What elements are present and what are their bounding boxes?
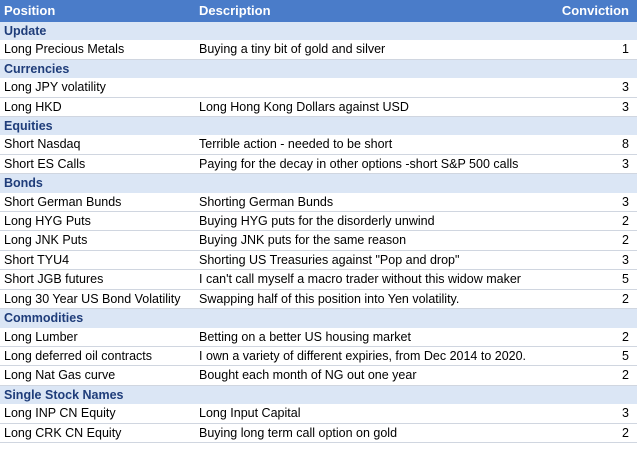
section-spacer[interactable] [550, 116, 637, 136]
description-cell[interactable]: Buying HYG puts for the disorderly unwin… [195, 211, 550, 232]
table-row: Long INP CN Equity Long Input Capital 3 [0, 404, 637, 424]
description-header[interactable]: Description [195, 0, 550, 22]
section-row: Update [0, 22, 637, 41]
description-cell[interactable]: Shorting US Treasuries against "Pop and … [195, 250, 550, 271]
section-spacer[interactable] [195, 173, 550, 193]
section-row: Bonds [0, 173, 637, 193]
conviction-cell[interactable]: 3 [550, 404, 637, 424]
conviction-cell[interactable]: 1 [550, 40, 637, 60]
section-row: Equities [0, 116, 637, 136]
table-row: Long 30 Year US Bond Volatility Swapping … [0, 289, 637, 310]
table-row: Short ES Calls Paying for the decay in ot… [0, 154, 637, 175]
section-spacer[interactable] [195, 308, 550, 328]
table-row: Short TYU4 Shorting US Treasuries against… [0, 250, 637, 271]
section-spacer[interactable] [195, 385, 550, 405]
position-header[interactable]: Position [0, 0, 195, 22]
table-row: Long HKD Long Hong Kong Dollars against U… [0, 97, 637, 118]
section-spacer[interactable] [550, 308, 637, 328]
conviction-cell[interactable]: 2 [550, 230, 637, 251]
conviction-cell[interactable]: 5 [550, 269, 637, 290]
table-row: Long JPY volatility 3 [0, 78, 637, 98]
description-cell[interactable]: Buying long term call option on gold [195, 423, 550, 443]
table-row: Long Lumber Betting on a better US housin… [0, 327, 637, 347]
conviction-cell[interactable]: 3 [550, 78, 637, 98]
conviction-cell[interactable]: 3 [550, 97, 637, 118]
table-row: Short JGB futures I can't call myself a m… [0, 269, 637, 290]
conviction-cell[interactable]: 2 [550, 423, 637, 443]
position-cell[interactable]: Short ES Calls [0, 154, 195, 175]
section-row: Single Stock Names [0, 385, 637, 405]
table-row: Long CRK CN Equity Buying long term call … [0, 423, 637, 443]
description-cell[interactable]: Long Input Capital [195, 404, 550, 424]
position-cell[interactable]: Short Nasdaq [0, 135, 195, 155]
description-cell[interactable]: Buying JNK puts for the same reason [195, 230, 550, 251]
section-title[interactable]: Commodities [0, 308, 195, 328]
description-cell[interactable]: Paying for the decay in other options -s… [195, 154, 550, 175]
conviction-cell[interactable]: 2 [550, 327, 637, 347]
section-spacer[interactable] [550, 173, 637, 193]
section-spacer[interactable] [195, 22, 550, 41]
description-cell[interactable]: Betting on a better US housing market [195, 327, 550, 347]
description-cell[interactable]: Shorting German Bunds [195, 192, 550, 213]
section-row: Commodities [0, 308, 637, 328]
description-cell[interactable] [195, 78, 550, 98]
conviction-cell[interactable]: 2 [550, 365, 637, 386]
table-row: Long deferred oil contracts I own a varie… [0, 346, 637, 367]
position-cell[interactable]: Long HKD [0, 97, 195, 118]
positions-table-body: Position Description Conviction Update Lo… [0, 0, 637, 443]
description-cell[interactable]: Long Hong Kong Dollars against USD [195, 97, 550, 118]
section-spacer[interactable] [195, 59, 550, 79]
position-cell[interactable]: Long HYG Puts [0, 211, 195, 232]
description-cell[interactable]: Bought each month of NG out one year [195, 365, 550, 386]
table-row: Long Precious Metals Buying a tiny bit of… [0, 40, 637, 60]
positions-table: Position Description Conviction Update Lo… [0, 0, 637, 443]
table-row: Long Nat Gas curve Bought each month of N… [0, 365, 637, 386]
table-row: Short Nasdaq Terrible action - needed to … [0, 135, 637, 155]
position-cell[interactable]: Long JPY volatility [0, 78, 195, 98]
position-cell[interactable]: Long JNK Puts [0, 230, 195, 251]
section-row: Currencies [0, 59, 637, 79]
position-cell[interactable]: Long INP CN Equity [0, 404, 195, 424]
conviction-cell[interactable]: 2 [550, 289, 637, 310]
position-cell[interactable]: Short JGB futures [0, 269, 195, 290]
conviction-cell[interactable]: 5 [550, 346, 637, 367]
table-row: Long HYG Puts Buying HYG puts for the dis… [0, 211, 637, 232]
conviction-cell[interactable]: 2 [550, 211, 637, 232]
description-cell[interactable]: I own a variety of different expiries, f… [195, 346, 550, 367]
description-cell[interactable]: Terrible action - needed to be short [195, 135, 550, 155]
position-cell[interactable]: Long deferred oil contracts [0, 346, 195, 367]
conviction-cell[interactable]: 3 [550, 192, 637, 213]
description-cell[interactable]: I can't call myself a macro trader witho… [195, 269, 550, 290]
table-row: Short German Bunds Shorting German Bunds 3 [0, 192, 637, 213]
conviction-cell[interactable]: 8 [550, 135, 637, 155]
conviction-header[interactable]: Conviction [550, 0, 637, 22]
description-cell[interactable]: Swapping half of this position into Yen … [195, 289, 550, 310]
position-cell[interactable]: Short TYU4 [0, 250, 195, 271]
position-cell[interactable]: Long Lumber [0, 327, 195, 347]
position-cell[interactable]: Long 30 Year US Bond Volatility [0, 289, 195, 310]
position-cell[interactable]: Long Precious Metals [0, 40, 195, 60]
section-spacer[interactable] [550, 59, 637, 79]
section-spacer[interactable] [550, 385, 637, 405]
conviction-cell[interactable]: 3 [550, 250, 637, 271]
section-title[interactable]: Bonds [0, 173, 195, 193]
conviction-cell[interactable]: 3 [550, 154, 637, 175]
position-cell[interactable]: Long Nat Gas curve [0, 365, 195, 386]
section-spacer[interactable] [550, 22, 637, 41]
section-title[interactable]: Equities [0, 116, 195, 136]
position-cell[interactable]: Long CRK CN Equity [0, 423, 195, 443]
description-cell[interactable]: Buying a tiny bit of gold and silver [195, 40, 550, 60]
position-cell[interactable]: Short German Bunds [0, 192, 195, 213]
header-row: Position Description Conviction [0, 0, 637, 22]
section-spacer[interactable] [195, 116, 550, 136]
section-title[interactable]: Currencies [0, 59, 195, 79]
section-title[interactable]: Update [0, 22, 195, 41]
table-row: Long JNK Puts Buying JNK puts for the sam… [0, 230, 637, 251]
section-title[interactable]: Single Stock Names [0, 385, 195, 405]
